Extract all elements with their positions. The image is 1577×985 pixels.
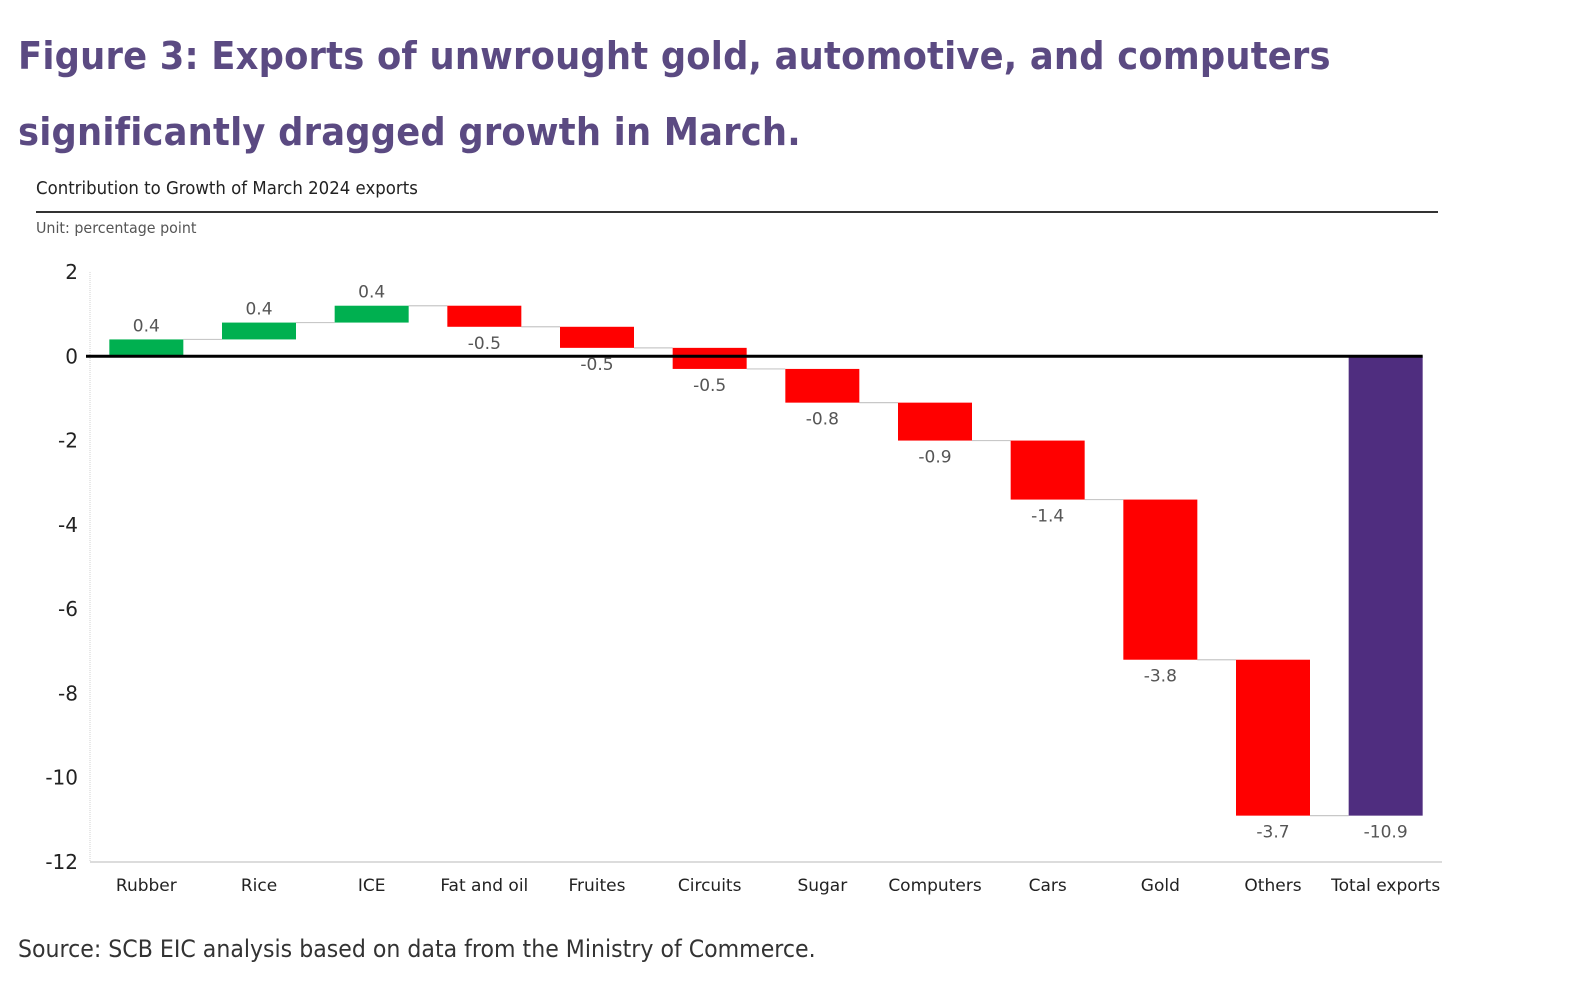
data-label: 0.4 (133, 316, 160, 336)
y-tick-label: -2 (58, 429, 78, 453)
figure-title: Figure 3: Exports of unwrought gold, aut… (18, 34, 1331, 154)
y-tick-label: -10 (45, 766, 78, 790)
bar-rubber (109, 339, 184, 357)
data-labels: 0.4 0.4 0.4 -0.5 -0.5 -0.5 -0.8 -0.9 -1.4 -3.8 -3.… (133, 283, 1408, 843)
source-note: Source: SCB EIC analysis based on data f… (18, 935, 816, 963)
y-tick-label: -8 (58, 681, 78, 705)
category-label: Cars (1029, 876, 1067, 896)
connectors (183, 305, 1349, 817)
y-tick-labels: 2 0 -2 -4 -6 -8 -10 -12 (45, 260, 78, 874)
bar-fruites (560, 326, 634, 348)
category-label: Total exports (1330, 876, 1440, 896)
category-label: Rice (241, 876, 277, 896)
bar-circuits (672, 347, 747, 369)
bar-cars (1010, 440, 1085, 500)
x-category-labels: Rubber Rice ICE Fat and oil Fruites Circuits S… (116, 876, 1440, 896)
y-tick-label: -12 (45, 850, 78, 874)
bar-fat-and-oil (447, 305, 522, 327)
bar-rice (222, 322, 296, 340)
bar-gold (1123, 499, 1198, 660)
category-label: Sugar (797, 876, 847, 896)
data-label: -3.8 (1144, 667, 1177, 687)
data-label: -0.5 (693, 376, 726, 396)
y-tick-label: 2 (65, 260, 78, 284)
data-label: -1.4 (1031, 507, 1064, 527)
bar-computers (898, 402, 972, 441)
data-label: 0.4 (358, 283, 385, 303)
category-label: Fat and oil (440, 876, 528, 896)
category-label: ICE (358, 876, 386, 896)
category-label: Fruites (568, 876, 625, 896)
y-tick-label: -6 (58, 597, 78, 621)
category-label: Computers (888, 876, 982, 896)
chart-title: Contribution to Growth of March 2024 exp… (36, 178, 418, 199)
data-label: -0.5 (580, 355, 613, 375)
category-label: Others (1244, 876, 1301, 896)
category-label: Gold (1141, 876, 1180, 896)
waterfall-chart: 2 0 -2 -4 -6 -8 -10 -12 Rubber Rice ICE Fat and oi… (45, 260, 1442, 896)
axes (89, 272, 1442, 863)
category-label: Circuits (678, 876, 742, 896)
data-label: -0.8 (806, 410, 839, 430)
bar-ice (334, 305, 409, 323)
bar-sugar (785, 368, 860, 403)
bar-total-exports (1348, 356, 1423, 816)
data-label: -0.9 (918, 448, 951, 468)
data-label: -10.9 (1364, 823, 1408, 843)
data-label: -0.5 (468, 334, 501, 354)
data-label: 0.4 (245, 300, 272, 320)
bars (109, 305, 1423, 816)
y-tick-label: -4 (58, 513, 78, 537)
data-label: -3.7 (1256, 823, 1289, 843)
y-tick-label: 0 (65, 344, 78, 368)
category-label: Rubber (116, 876, 177, 896)
bar-others (1236, 659, 1310, 816)
chart-unit: Unit: percentage point (36, 219, 197, 237)
title-divider (36, 211, 1438, 213)
